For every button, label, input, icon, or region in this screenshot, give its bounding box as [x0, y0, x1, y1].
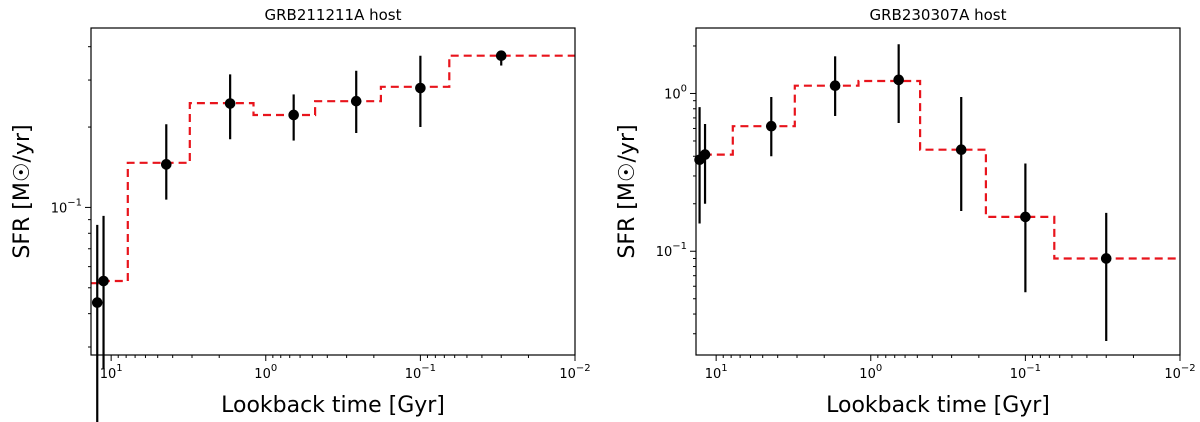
x-tick-label-exponent: 1: [721, 363, 727, 374]
data-point: [160, 159, 172, 170]
x-tick-label: 10−2: [559, 363, 590, 382]
x-tick-label-base: 10: [1010, 367, 1027, 382]
data-point: [955, 144, 967, 156]
sfh-step-line: [696, 79, 1180, 260]
x-tick-label: 10−2: [1164, 363, 1195, 382]
y-tick-label-exponent: 0: [681, 83, 687, 94]
data-point: [415, 82, 426, 94]
x-tick-label-exponent: −1: [421, 363, 436, 374]
x-tick-label-exponent: 1: [116, 363, 122, 374]
data-point: [495, 50, 507, 62]
data-point: [224, 98, 236, 109]
data-point: [893, 74, 904, 86]
x-axis-label: Lookback time [Gyr]: [221, 393, 445, 418]
data-point: [350, 95, 362, 107]
x-tick-label-base: 10: [705, 367, 722, 382]
x-axis-label: Lookback time [Gyr]: [826, 393, 1050, 418]
x-tick-label: 10−1: [405, 363, 436, 382]
x-tick-label-exponent: −1: [1026, 363, 1041, 374]
y-tick-label: 10−1: [51, 197, 82, 216]
x-tick-label: 100: [859, 363, 882, 382]
plot-frame: [695, 27, 1181, 356]
y-axis-label: SFR [M☉/yr]: [10, 124, 35, 258]
x-tick-label: 100: [254, 363, 277, 382]
y-tick-label-exponent: −1: [672, 241, 687, 252]
data-point: [288, 109, 299, 121]
y-tick-label-base: 10: [656, 245, 673, 260]
data-point: [1020, 211, 1031, 223]
x-tick-label: 101: [705, 363, 728, 382]
chart-title: GRB230307A host: [869, 6, 1006, 24]
x-tick-label-base: 10: [859, 367, 876, 382]
y-tick-label-base: 10: [664, 87, 681, 102]
data-point: [1100, 253, 1112, 264]
x-tick-label-exponent: 0: [271, 363, 277, 374]
x-tick-label-exponent: −2: [576, 363, 591, 374]
x-tick-label-base: 10: [559, 367, 576, 382]
y-tick-label-base: 10: [51, 201, 68, 216]
x-tick-label-base: 10: [254, 367, 271, 382]
y-axis-label: SFR [M☉/yr]: [615, 124, 640, 258]
x-tick-label: 101: [100, 363, 123, 382]
sfh-step-line: [91, 54, 575, 285]
y-tick-label: 100: [664, 83, 687, 102]
data-point: [699, 149, 711, 160]
data-point: [829, 80, 841, 92]
x-tick-label-base: 10: [100, 367, 117, 382]
x-tick-label-exponent: −2: [1181, 363, 1196, 374]
x-tick-label-base: 10: [1164, 367, 1181, 382]
plot-frame: [90, 27, 576, 356]
x-tick-label: 10−1: [1010, 363, 1041, 382]
chart-title: GRB211211A host: [264, 6, 401, 24]
data-point: [98, 275, 109, 287]
data-point: [91, 297, 103, 308]
data-point: [765, 120, 777, 132]
x-tick-label-base: 10: [405, 367, 422, 382]
x-tick-label-exponent: 0: [876, 363, 882, 374]
y-tick-label: 10−1: [656, 241, 687, 260]
y-tick-label-exponent: −1: [67, 197, 82, 208]
